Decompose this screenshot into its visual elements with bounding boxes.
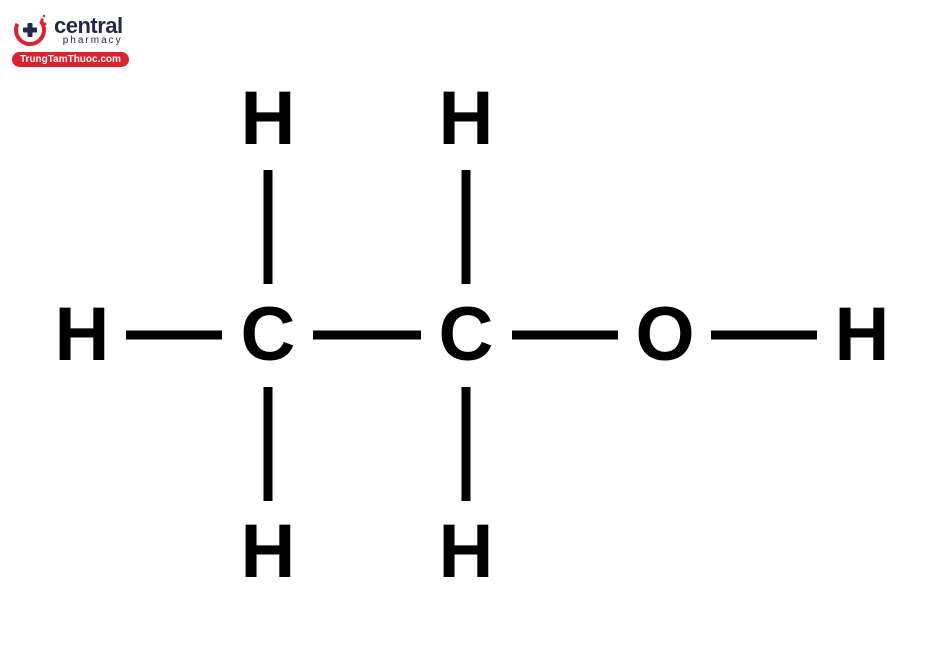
atom-H_left: H xyxy=(55,297,110,373)
atom-C1: C xyxy=(241,297,296,373)
bond xyxy=(711,331,817,340)
bond xyxy=(313,331,421,340)
bond xyxy=(462,170,471,284)
atom-H_right: H xyxy=(835,297,890,373)
atom-H_C2_bot: H xyxy=(439,514,494,590)
bond xyxy=(462,387,471,501)
bond xyxy=(126,331,222,340)
atom-O: O xyxy=(635,297,694,373)
atom-H_C2_top: H xyxy=(439,81,494,157)
atom-C2: C xyxy=(439,297,494,373)
ethanol-structure-diagram: H C C O H H H H H xyxy=(0,0,950,650)
bond xyxy=(512,331,618,340)
bond xyxy=(264,387,273,501)
atom-H_C1_top: H xyxy=(241,81,296,157)
bond xyxy=(264,170,273,284)
atom-H_C1_bot: H xyxy=(241,514,296,590)
